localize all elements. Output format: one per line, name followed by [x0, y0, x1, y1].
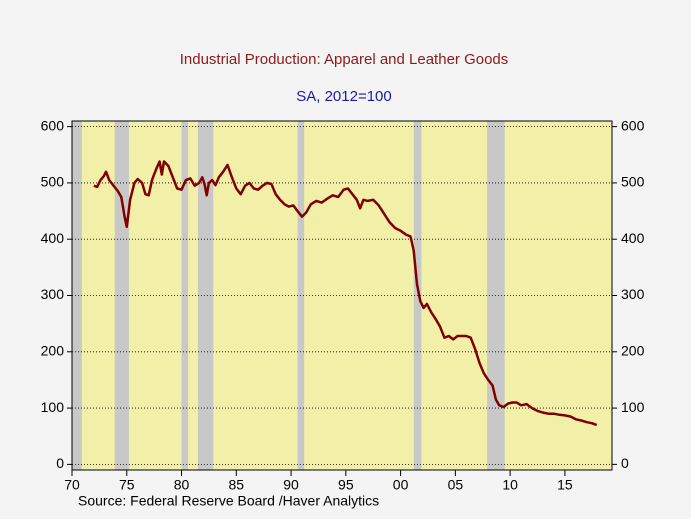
y-tick-label: 200	[41, 342, 65, 358]
x-tick-label: 95	[338, 477, 354, 493]
y2-tick-label: 100	[621, 399, 645, 415]
y2-tick-label: 0	[621, 455, 629, 471]
x-tick-label: 70	[64, 477, 80, 493]
x-tick-label: 90	[283, 477, 299, 493]
y2-tick-label: 200	[621, 342, 645, 358]
y-tick-label: 300	[41, 286, 65, 302]
y2-tick-label: 500	[621, 174, 645, 190]
y-tick-label: 500	[41, 174, 65, 190]
x-tick-label: 00	[393, 477, 409, 493]
y2-tick-label: 600	[621, 117, 645, 133]
y2-tick-label: 400	[621, 230, 645, 246]
recession-band	[181, 121, 189, 470]
x-tick-label: 85	[229, 477, 245, 493]
plot-frame	[71, 120, 613, 471]
recession-band	[197, 121, 214, 470]
x-tick-label: 05	[448, 477, 464, 493]
x-tick-label: 80	[174, 477, 190, 493]
y-tick-label: 0	[56, 455, 64, 471]
x-tick-label: 75	[119, 477, 135, 493]
chart-title: Industrial Production: Apparel and Leath…	[180, 51, 509, 68]
chart-subtitle: SA, 2012=100	[296, 88, 392, 105]
data-line	[93, 160, 598, 427]
source-note: Source: Federal Reserve Board /Haver Ana…	[78, 493, 379, 509]
y-tick-label: 100	[41, 399, 65, 415]
y-tick-label: 600	[41, 117, 65, 133]
x-tick-label: 10	[502, 477, 518, 493]
recession-band	[114, 121, 129, 470]
y2-tick-label: 300	[621, 286, 645, 302]
y-tick-label: 400	[41, 230, 65, 246]
recession-band	[72, 121, 82, 470]
x-tick-label: 15	[557, 477, 573, 493]
